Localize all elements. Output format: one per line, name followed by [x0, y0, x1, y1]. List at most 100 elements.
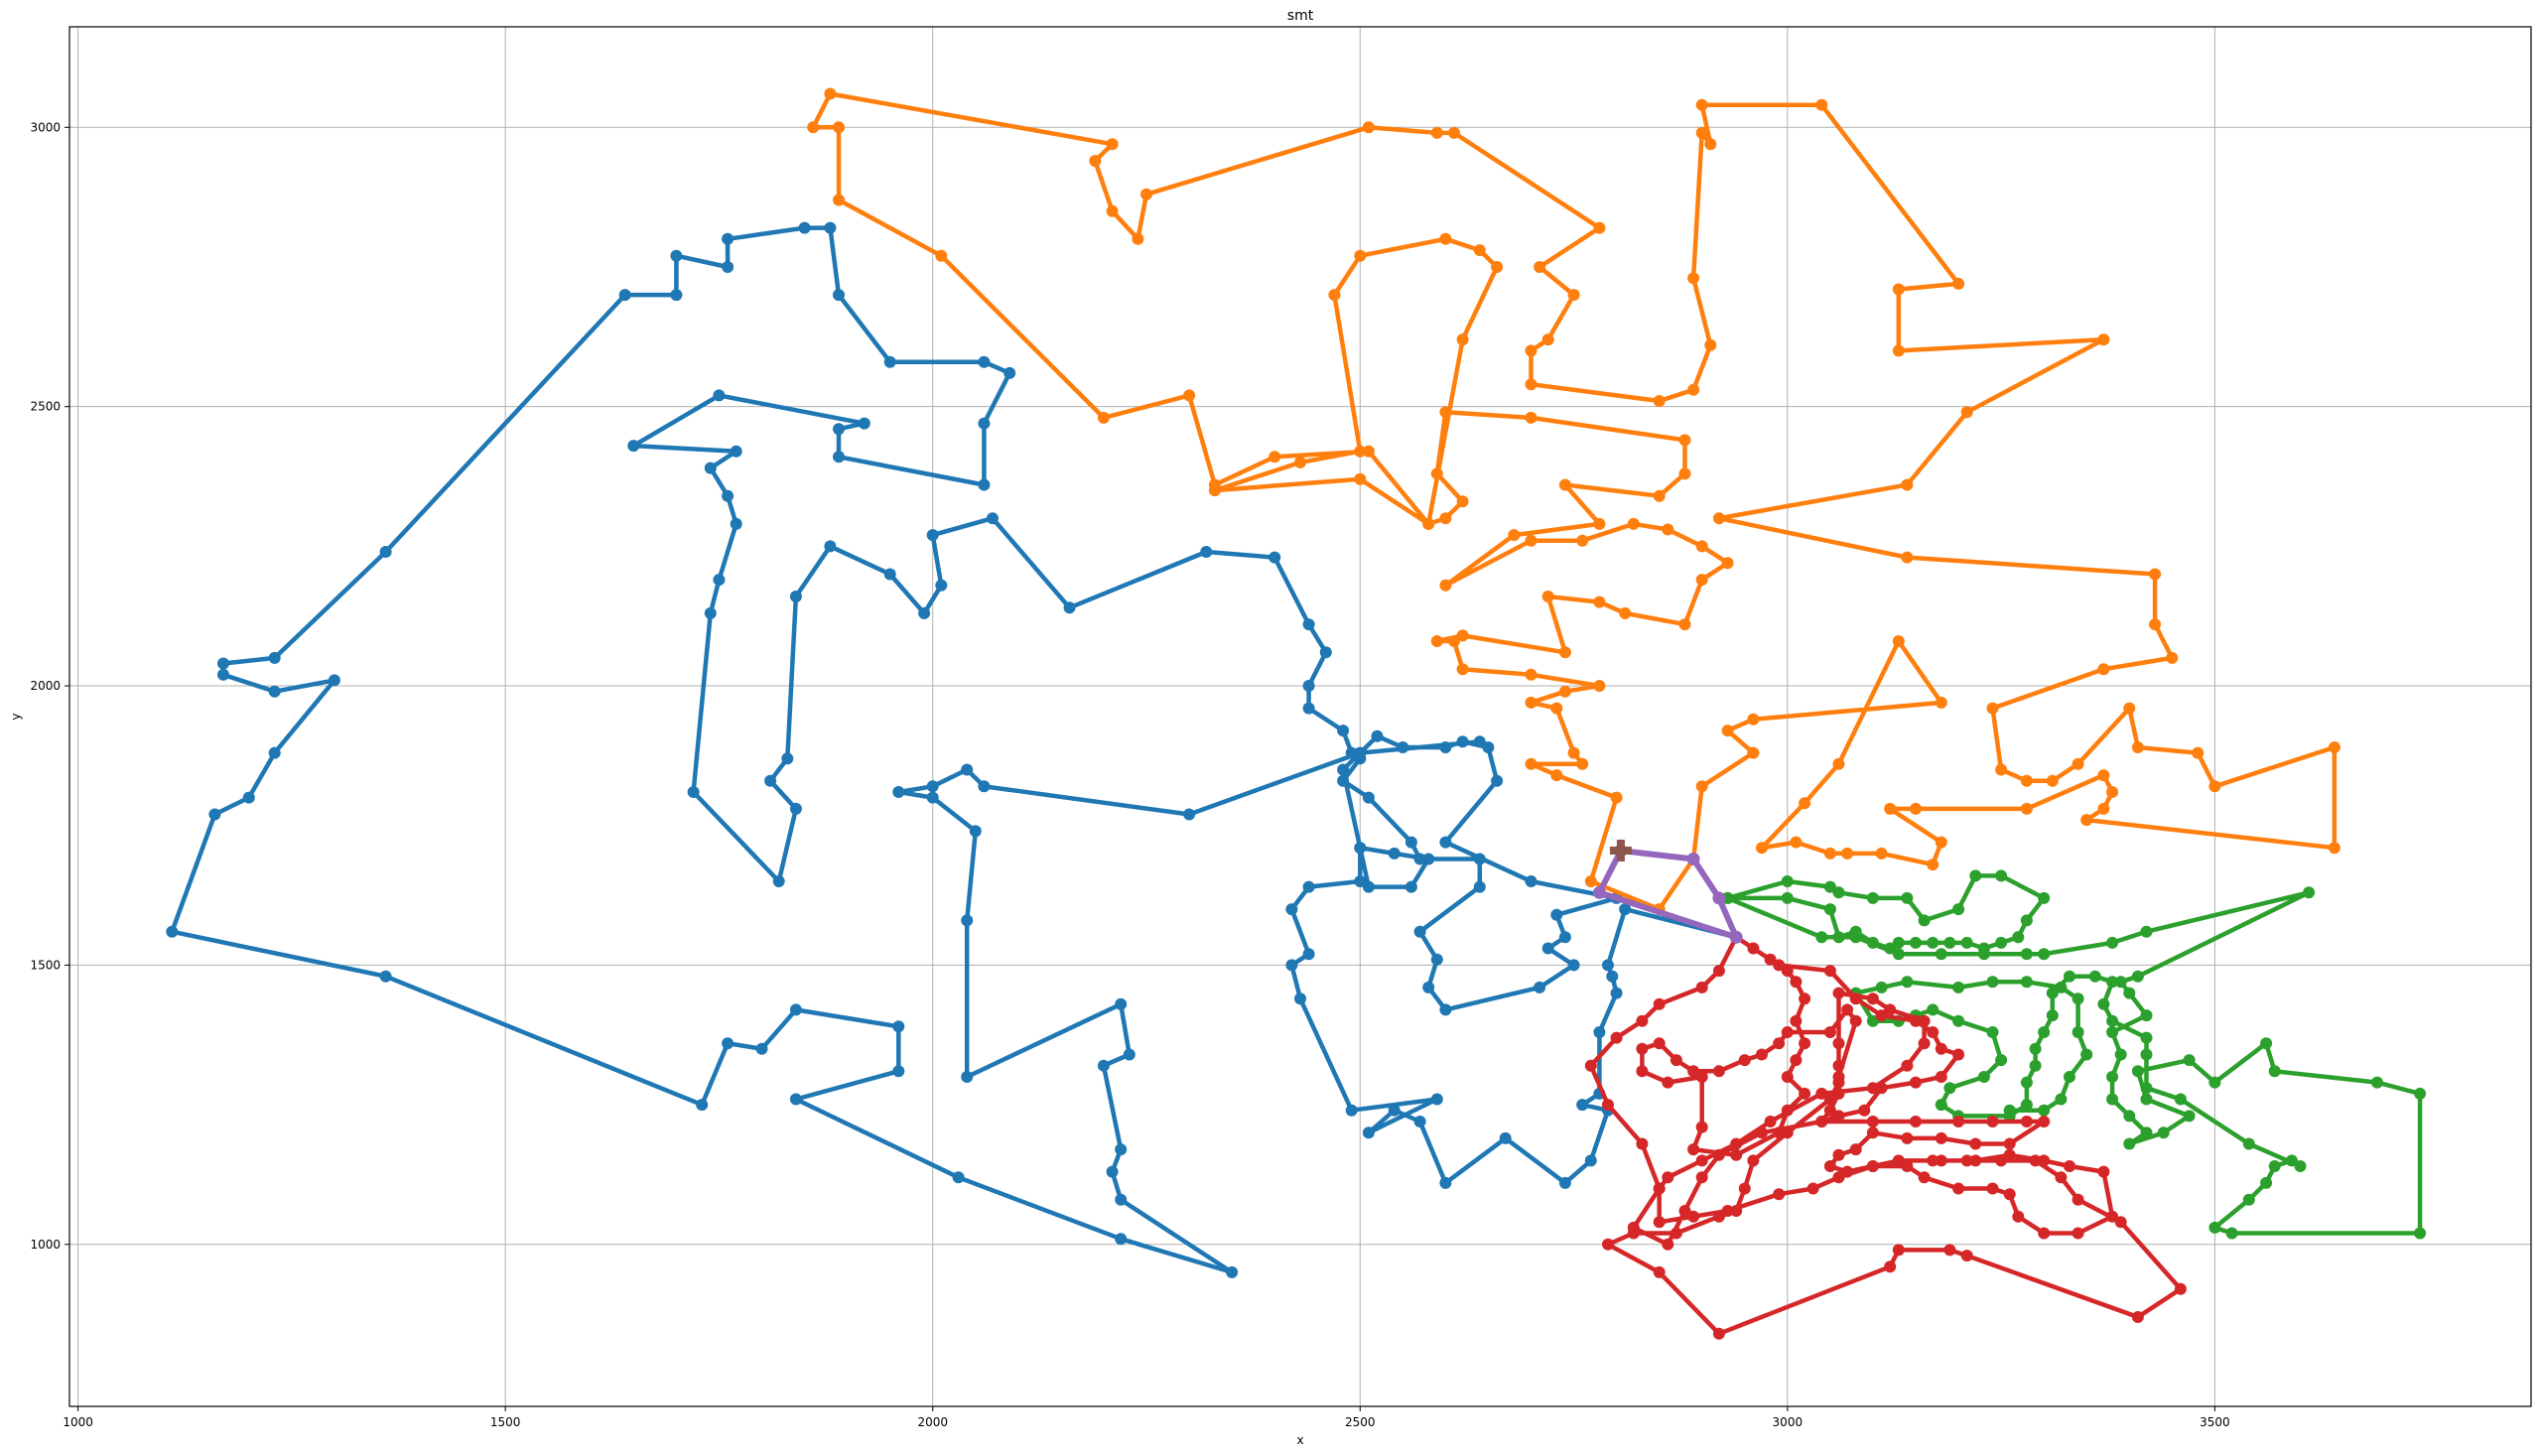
data-point [1901, 891, 1914, 904]
data-point [1695, 981, 1708, 993]
data-point [2174, 1282, 2187, 1295]
data-point [1627, 1227, 1640, 1240]
data-point [1687, 1210, 1700, 1223]
plot-background [69, 27, 2531, 1406]
data-point [961, 763, 974, 776]
data-point [1354, 472, 1367, 485]
data-point [1935, 1131, 1947, 1144]
data-point [789, 591, 802, 602]
data-point [1525, 344, 1537, 357]
data-point [1781, 1071, 1794, 1083]
data-point [1413, 1116, 1426, 1127]
data-point [1695, 1121, 1708, 1133]
data-point [2088, 970, 2101, 983]
data-point [1448, 126, 1460, 139]
data-point [1456, 629, 1469, 642]
data-point [1491, 261, 1504, 273]
data-point [1910, 936, 1922, 949]
data-point [1362, 880, 1375, 893]
data-point [2038, 891, 2051, 904]
data-point [2131, 970, 2144, 983]
data-point [1910, 1014, 1922, 1027]
data-point [833, 451, 845, 463]
data-point [1619, 606, 1632, 619]
data-point [1687, 1143, 1700, 1156]
data-point [1525, 875, 1537, 887]
data-point [2038, 948, 2051, 961]
data-point [978, 780, 991, 793]
data-point [1439, 232, 1452, 245]
data-point [2029, 1154, 2042, 1167]
data-point [208, 808, 221, 821]
data-point [1499, 1131, 1512, 1144]
data-point [217, 668, 229, 681]
data-point [1995, 869, 2008, 882]
data-point [1558, 478, 1571, 491]
data-point [2328, 741, 2340, 753]
data-point [1567, 746, 1580, 759]
data-point [1849, 1143, 1862, 1156]
data-point [1995, 936, 2008, 949]
data-point [704, 462, 717, 474]
data-point [1832, 1148, 1845, 1161]
data-point [1935, 1154, 1947, 1167]
data-point [1593, 596, 1606, 608]
data-point [2064, 1071, 2075, 1083]
data-point [2106, 1071, 2119, 1083]
x-tick-label: 2000 [917, 1415, 948, 1429]
data-point [713, 574, 726, 587]
data-point [833, 423, 845, 436]
data-point [2046, 1009, 2059, 1022]
data-point [892, 786, 905, 798]
data-point [1695, 126, 1708, 139]
data-point [1439, 1003, 1452, 1016]
data-point [1910, 1076, 1922, 1089]
data-point [1285, 959, 1298, 972]
data-point [2225, 1227, 2238, 1240]
plot-frame [68, 26, 2532, 1407]
data-point [1413, 853, 1426, 865]
data-point [1550, 769, 1563, 782]
data-point [1884, 1260, 1897, 1273]
data-point [1525, 757, 1537, 770]
data-point [379, 970, 392, 983]
data-point [1302, 880, 1315, 893]
data-point [1345, 746, 1358, 759]
data-point [926, 780, 939, 793]
data-point [2012, 1210, 2025, 1223]
data-point [2012, 931, 2025, 944]
data-point [2303, 886, 2316, 899]
data-point [1653, 1037, 1666, 1050]
data-point [2140, 1093, 2153, 1106]
data-point [2106, 1093, 2119, 1106]
data-point [1541, 942, 1554, 955]
data-point [1841, 847, 1854, 860]
data-point [1918, 1037, 1931, 1050]
data-point [1721, 1205, 1734, 1217]
data-point [1773, 1037, 1786, 1050]
data-point [1567, 289, 1580, 302]
data-point [1892, 635, 1905, 647]
data-point [1354, 746, 1367, 759]
data-point [2149, 618, 2162, 631]
data-point [2055, 981, 2068, 993]
data-point [1653, 1265, 1666, 1278]
data-point [217, 657, 229, 670]
data-point [2003, 1188, 2016, 1201]
data-point [1918, 914, 1931, 927]
data-point [1986, 1026, 1999, 1038]
data-point [1662, 1238, 1674, 1251]
data-point [1354, 249, 1367, 262]
data-point [2140, 1126, 2153, 1139]
data-point [722, 261, 735, 273]
data-point [1456, 735, 1469, 748]
data-point [1910, 802, 1922, 815]
data-point [1362, 121, 1375, 134]
data-point [2208, 780, 2221, 793]
data-point [1439, 836, 1452, 849]
data-point [952, 1171, 965, 1184]
data-point [824, 540, 837, 553]
data-point [833, 121, 845, 134]
data-point [1610, 791, 1623, 804]
data-point [2140, 1009, 2153, 1022]
